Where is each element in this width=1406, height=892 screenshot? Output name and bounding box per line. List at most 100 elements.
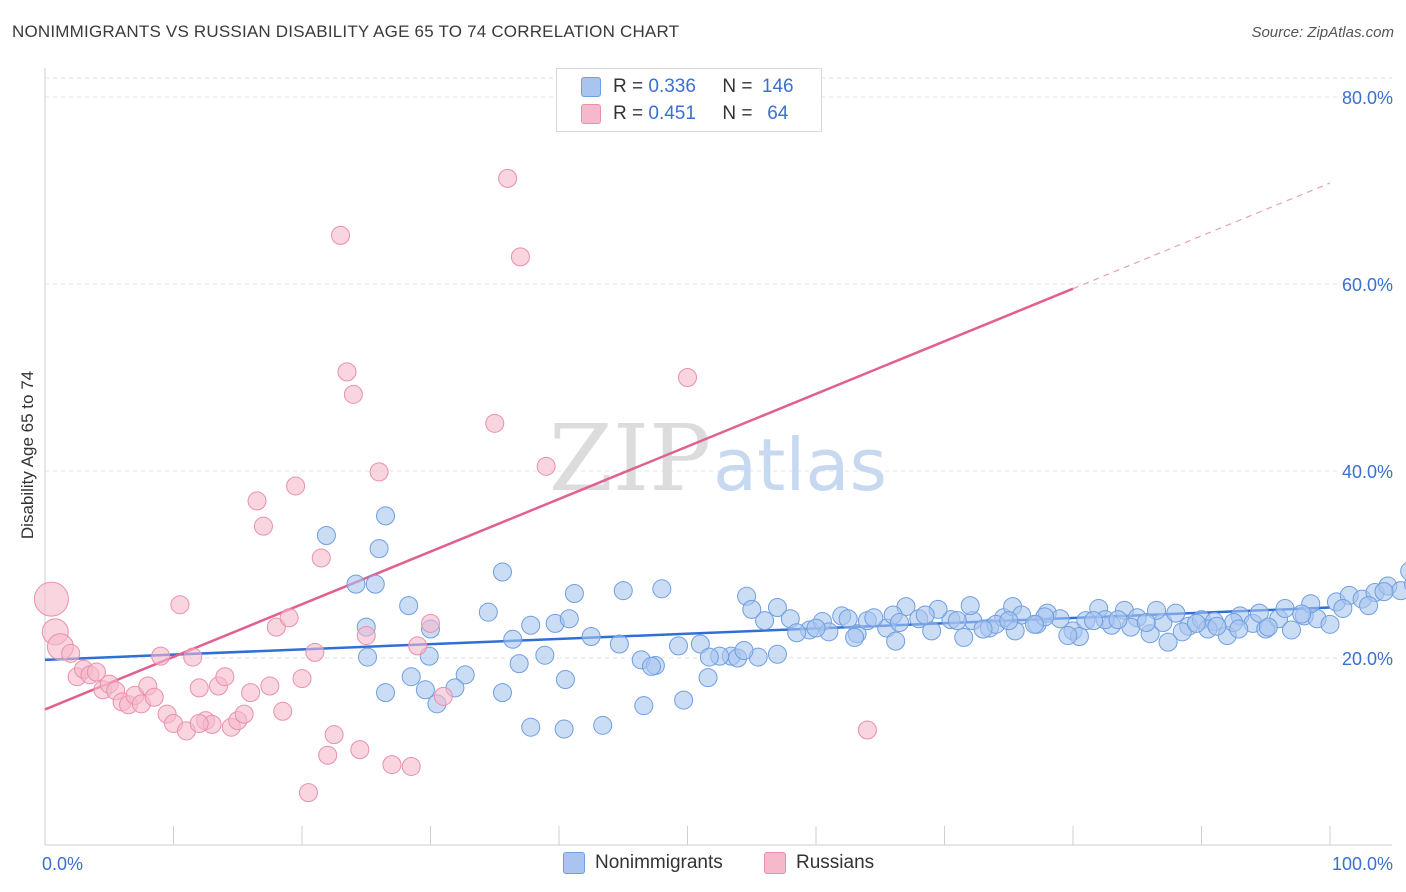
axes [44,68,1392,846]
point-nonimmigrants [1108,610,1128,630]
legend-row-nonimmigrants: R = 0.336 N = 146 [581,75,798,99]
point-nonimmigrants [358,647,378,667]
point-nonimmigrants [559,609,579,629]
point-russians [369,462,389,482]
y-tick-label: 80.0% [1342,88,1393,108]
point-nonimmigrants [555,670,575,690]
point-nonimmigrants [581,626,601,646]
point-nonimmigrants [864,608,884,628]
y-tick-label: 20.0% [1342,649,1393,669]
point-russians [408,636,428,656]
point-russians [183,647,203,667]
point-russians [144,687,164,707]
point-nonimmigrants [509,654,529,674]
grid-lines [45,77,1392,659]
point-nonimmigrants [365,574,385,594]
point-nonimmigrants [960,596,980,616]
point-nonimmigrants [806,618,826,638]
point-nonimmigrants [1281,620,1301,640]
y-tick-label: 40.0% [1342,462,1393,482]
point-russians [678,368,697,387]
point-nonimmigrants [652,579,672,599]
point-nonimmigrants [415,680,435,700]
point-russians [215,667,235,687]
legend-r-value: 0.336 [648,76,696,97]
legend-r-label: R = [613,76,644,97]
point-russians [266,617,286,637]
x-tick-label: 0.0% [42,854,83,874]
point-nonimmigrants [1400,562,1406,580]
legend-row-russians: R = 0.451 N = 64 [581,102,798,126]
point-nonimmigrants [954,627,974,647]
point-nonimmigrants [698,668,718,688]
point-nonimmigrants [886,631,906,651]
point-russians [151,646,171,666]
point-nonimmigrants [999,611,1019,631]
legend-n-value: 146 [761,76,794,97]
point-russians [86,662,106,682]
legend-swatch-blue [563,852,585,874]
watermark-zip: ZIP [549,405,711,512]
legend-label: Nonimmigrants [595,852,723,873]
y-tick-label: 60.0% [1342,275,1393,295]
source-label: Source: ZipAtlas.com [1251,24,1394,41]
point-nonimmigrants [642,656,662,676]
trend-line-russians [44,287,1074,711]
point-nonimmigrants [838,609,858,629]
point-nonimmigrants [503,629,523,649]
legend-n-label: N = [722,76,753,97]
point-nonimmigrants [1136,612,1156,632]
point-russians [279,608,299,628]
point-nonimmigrants [767,598,787,618]
legend-r-value: 0.451 [648,103,696,124]
legend-n-label: N = [722,103,753,124]
point-nonimmigrants [1084,611,1104,631]
legend-swatch-pink [764,852,786,874]
point-nonimmigrants [734,641,754,661]
point-nonimmigrants [1320,614,1340,634]
legend-label: Russians [796,852,875,873]
point-nonimmigrants [492,683,512,703]
point-nonimmigrants [915,605,935,625]
point-russians [189,713,209,733]
point-nonimmigrants [613,581,633,601]
legend-r-label: R = [613,103,644,124]
point-russians [305,642,325,662]
point-nonimmigrants [674,690,694,710]
point-russians [350,740,370,760]
point-nonimmigrants [376,683,396,703]
point-russians [324,725,344,745]
point-nonimmigrants [554,719,574,739]
point-nonimmigrants [1207,616,1227,636]
point-nonimmigrants [755,611,775,631]
point-russians [33,581,69,617]
point-nonimmigrants [1292,604,1312,624]
point-russians [318,745,338,765]
point-nonimmigrants [1249,603,1269,623]
point-russians [298,783,318,803]
data-points [33,88,1406,803]
point-russians [337,362,357,382]
point-nonimmigrants [593,715,613,735]
point-nonimmigrants [1374,582,1394,602]
correlation-legend: R = 0.336 N = 146 R = 0.451 N = 64 [556,68,822,132]
point-nonimmigrants [609,634,629,654]
point-russians [536,456,556,476]
point-russians [343,384,363,404]
point-nonimmigrants [492,562,512,582]
point-nonimmigrants [1229,619,1249,639]
point-nonimmigrants [521,615,541,635]
point-nonimmigrants [890,612,910,632]
point-russians [485,413,505,433]
point-russians [433,686,453,706]
point-russians [189,678,209,698]
point-russians [247,491,267,511]
legend-swatch-blue [581,77,601,97]
point-nonimmigrants [455,665,475,685]
point-nonimmigrants [973,619,993,639]
point-nonimmigrants [845,627,865,647]
point-russians [234,704,254,724]
point-nonimmigrants [742,599,762,619]
point-nonimmigrants [1058,626,1078,646]
